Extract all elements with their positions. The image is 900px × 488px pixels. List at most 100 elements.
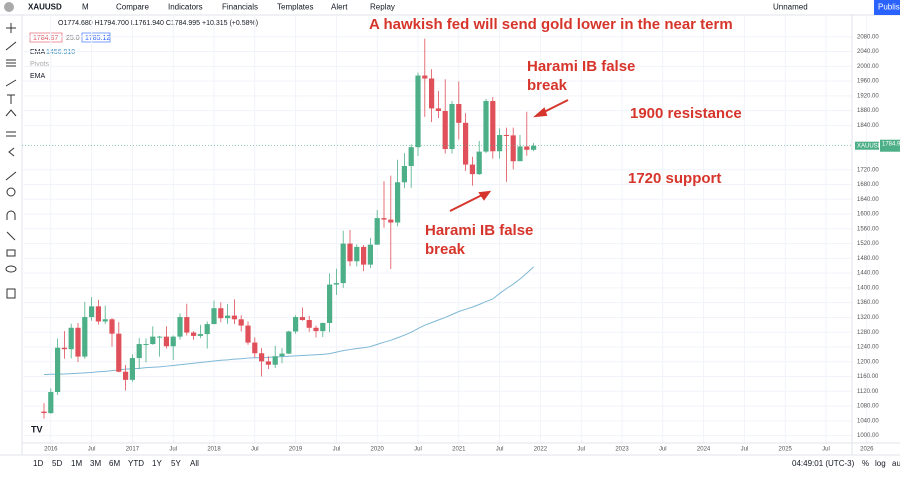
publish-button[interactable]: [874, 0, 900, 15]
y-tick-label: 1080.00: [857, 404, 879, 410]
annotation: 1900 resistance: [630, 105, 742, 122]
range-button[interactable]: 5Y: [171, 459, 181, 468]
candle-body: [347, 243, 353, 262]
symbol-tag-label: XAUUSD: [857, 143, 883, 149]
range-button[interactable]: 6M: [109, 459, 120, 468]
toolbar-button[interactable]: Financials: [222, 3, 258, 12]
ema-name: EMA: [30, 49, 46, 56]
price-tag: [880, 139, 900, 152]
candle-body: [75, 327, 81, 357]
candle-body: [143, 344, 149, 346]
bid-box[interactable]: [29, 32, 63, 43]
symbol[interactable]: XAUUSD: [28, 3, 62, 12]
toolbar-button[interactable]: Templates: [277, 3, 313, 12]
candle-body: [55, 347, 61, 393]
candle-body: [449, 103, 455, 150]
annotation: Harami IB false break: [425, 222, 533, 258]
candle-body: [456, 103, 462, 123]
candle-body: [415, 75, 421, 148]
y-tick-label: 1040.00: [857, 418, 879, 424]
x-tick-label: 2026: [860, 447, 874, 453]
clock: 04:49:01 (UTC-3): [792, 459, 855, 468]
toolbar-button[interactable]: Compare: [116, 3, 149, 12]
y-tick-label: 1560.00: [857, 226, 879, 232]
candle-body: [361, 246, 367, 265]
range-button[interactable]: 3M: [90, 459, 101, 468]
candle-body: [320, 322, 326, 332]
range-button[interactable]: 1D: [33, 459, 43, 468]
candle-body: [306, 320, 312, 328]
toolbar-button[interactable]: Replay: [370, 3, 395, 12]
candle-body: [157, 336, 163, 338]
auto-toggle[interactable]: au: [892, 459, 900, 468]
y-tick-label: 1440.00: [857, 271, 879, 277]
x-tick-label: Jul: [496, 447, 504, 453]
drawing-tools[interactable]: [5, 23, 17, 299]
candle-body: [245, 325, 251, 343]
candle-body: [476, 151, 482, 175]
range-button[interactable]: 1Y: [152, 459, 162, 468]
x-tick-label: Jul: [414, 447, 422, 453]
candle-body: [401, 166, 407, 183]
candle-body: [204, 324, 210, 335]
range-button[interactable]: 5D: [52, 459, 62, 468]
candle-body: [442, 111, 448, 150]
candle-body: [483, 101, 489, 152]
candle-body: [272, 356, 278, 365]
candle-body: [89, 306, 95, 318]
toolbar-button[interactable]: Alert: [331, 3, 348, 12]
interval[interactable]: M: [82, 3, 89, 12]
candle-body: [116, 333, 122, 372]
candle-body: [61, 347, 67, 350]
y-tick-label: 1480.00: [857, 256, 879, 262]
ask[interactable]: 1785.12: [85, 35, 110, 42]
x-tick-label: Jul: [577, 447, 585, 453]
range-button[interactable]: All: [190, 459, 199, 468]
percent-toggle[interactable]: %: [862, 459, 869, 468]
y-tick-label: 1120.00: [857, 389, 879, 395]
x-tick-label: 2020: [371, 447, 385, 453]
y-tick-label: 1920.00: [857, 93, 879, 99]
candle-body: [252, 342, 258, 354]
x-tick-label: Jul: [659, 447, 667, 453]
publish-label[interactable]: Publish: [878, 3, 900, 12]
symbol-tag: [855, 141, 879, 150]
range-button[interactable]: 1M: [71, 459, 82, 468]
candle-body: [429, 78, 435, 109]
x-tick-label: Jul: [88, 447, 96, 453]
candle-body: [510, 135, 516, 162]
range-button[interactable]: YTD: [128, 459, 144, 468]
x-tick-label: 2024: [697, 447, 711, 453]
y-tick-label: 1600.00: [857, 212, 879, 218]
candle-body: [333, 283, 339, 285]
candle-body: [231, 315, 237, 320]
candle-body: [225, 315, 231, 319]
candle-body: [469, 164, 475, 175]
candle-body: [435, 108, 441, 112]
pivots[interactable]: Pivots: [30, 61, 50, 68]
candle-body: [170, 336, 176, 347]
annotation: 1720 support: [628, 170, 721, 187]
log-toggle[interactable]: log: [875, 459, 886, 468]
x-tick-label: 2018: [207, 447, 221, 453]
bid[interactable]: 1784.87: [33, 35, 58, 42]
candle-body: [503, 135, 509, 137]
candle-body: [422, 75, 428, 79]
candle-body: [68, 327, 74, 350]
toolbar-button[interactable]: Indicators: [168, 3, 203, 12]
y-tick-label: 1880.00: [857, 108, 879, 114]
candle-body: [123, 371, 129, 380]
candle-body: [197, 334, 203, 336]
y-tick-label: 1160.00: [857, 374, 879, 380]
y-tick-label: 1520.00: [857, 241, 879, 247]
y-tick-label: 2040.00: [857, 49, 879, 55]
y-tick-label: 1840.00: [857, 123, 879, 129]
avatar[interactable]: [4, 2, 14, 12]
candle-body: [129, 358, 135, 380]
layout-name[interactable]: Unnamed: [773, 3, 808, 12]
x-tick-label: 2021: [452, 447, 466, 453]
candle-body: [41, 411, 47, 414]
ask-box[interactable]: [81, 32, 111, 43]
